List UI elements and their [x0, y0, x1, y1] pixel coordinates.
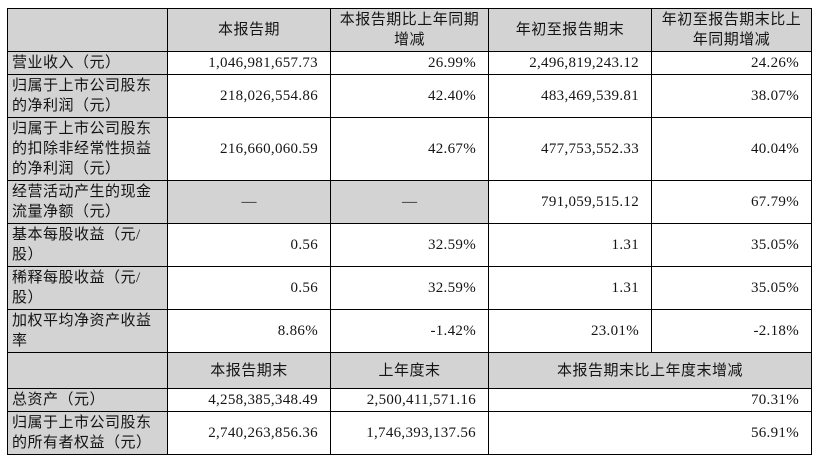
row-label: 经营活动产生的现金流量净额（元）	[7, 180, 168, 224]
cell-value: 32.59%	[330, 266, 489, 310]
cell-value: 42.67%	[330, 117, 489, 181]
table-row-net-profit-excl-nonrecurring: 归属于上市公司股东的扣除非经常性损益的净利润（元） 216,660,060.59…	[7, 117, 812, 181]
cell-value: 1,046,981,657.73	[167, 51, 331, 75]
cell-value: 216,660,060.59	[167, 117, 331, 181]
section2-header-row: 本报告期末 上年度末 本报告期末比上年度末增减	[7, 352, 812, 389]
table-row-net-profit: 归属于上市公司股东的净利润（元） 218,026,554.86 42.40% 4…	[7, 74, 812, 118]
cell-value: 0.56	[167, 223, 331, 267]
cell-value: 218,026,554.86	[167, 74, 331, 118]
corner-cell	[7, 8, 168, 52]
cell-value: 4,258,385,348.49	[167, 388, 331, 412]
cell-value: -2.18%	[651, 309, 812, 353]
cell-value: 0.56	[167, 266, 331, 310]
header-end-of-period: 本报告期末	[167, 352, 331, 389]
cell-value: 1,746,393,137.56	[330, 411, 489, 455]
cell-value: 35.05%	[651, 266, 812, 310]
header-end-of-last-year: 上年度末	[330, 352, 489, 389]
row-label: 加权平均净资产收益率	[7, 309, 168, 353]
cell-value: 2,500,411,571.16	[330, 388, 489, 412]
table-row-operating-cash-flow: 经营活动产生的现金流量净额（元） — — 791,059,515.12 67.7…	[7, 180, 812, 224]
row-label: 归属于上市公司股东的净利润（元）	[7, 74, 168, 118]
table-row-basic-eps: 基本每股收益（元/股） 0.56 32.59% 1.31 35.05%	[7, 223, 812, 267]
table-row-owners-equity: 归属于上市公司股东的所有者权益（元） 2,740,263,856.36 1,74…	[7, 411, 812, 455]
row-label: 归属于上市公司股东的所有者权益（元）	[7, 411, 168, 455]
header-year-to-date: 年初至报告期末	[488, 8, 652, 52]
header-current-period: 本报告期	[167, 8, 331, 52]
cell-value: 42.40%	[330, 74, 489, 118]
cell-value: 26.99%	[330, 51, 489, 75]
cell-value: 1.31	[488, 223, 652, 267]
table-row-weighted-avg-roe: 加权平均净资产收益率 8.86% -1.42% 23.01% -2.18%	[7, 309, 812, 353]
cell-value: 40.04%	[651, 117, 812, 181]
table-row-diluted-eps: 稀释每股收益（元/股） 0.56 32.59% 1.31 35.05%	[7, 266, 812, 310]
cell-value: 2,496,819,243.12	[488, 51, 652, 75]
cell-value: 2,740,263,856.36	[167, 411, 331, 455]
cell-value: 483,469,539.81	[488, 74, 652, 118]
cell-value: 56.91%	[488, 411, 812, 455]
cell-value-empty: —	[330, 180, 489, 224]
cell-value: -1.42%	[330, 309, 489, 353]
financial-summary-table: 本报告期 本报告期比上年同期增减 年初至报告期末 年初至报告期末比上年同期增减 …	[7, 8, 812, 455]
cell-value: 38.07%	[651, 74, 812, 118]
row-label: 稀释每股收益（元/股）	[7, 266, 168, 310]
cell-value: 67.79%	[651, 180, 812, 224]
corner-cell	[7, 352, 168, 389]
row-label: 营业收入（元）	[7, 51, 168, 75]
header-change-vs-last-year-end: 本报告期末比上年度末增减	[488, 352, 812, 389]
header-year-to-date-yoy-change: 年初至报告期末比上年同期增减	[651, 8, 812, 52]
cell-value: 24.26%	[651, 51, 812, 75]
cell-value: 8.86%	[167, 309, 331, 353]
table-row-revenue: 营业收入（元） 1,046,981,657.73 26.99% 2,496,81…	[7, 51, 812, 75]
header-current-period-yoy-change: 本报告期比上年同期增减	[330, 8, 489, 52]
cell-value: 477,753,552.33	[488, 117, 652, 181]
section1-header-row: 本报告期 本报告期比上年同期增减 年初至报告期末 年初至报告期末比上年同期增减	[7, 8, 812, 52]
cell-value: 791,059,515.12	[488, 180, 652, 224]
row-label: 归属于上市公司股东的扣除非经常性损益的净利润（元）	[7, 117, 168, 181]
cell-value: 32.59%	[330, 223, 489, 267]
cell-value: 70.31%	[488, 388, 812, 412]
cell-value: 1.31	[488, 266, 652, 310]
row-label: 总资产（元）	[7, 388, 168, 412]
table-row-total-assets: 总资产（元） 4,258,385,348.49 2,500,411,571.16…	[7, 388, 812, 412]
cell-value: 35.05%	[651, 223, 812, 267]
cell-value: 23.01%	[488, 309, 652, 353]
row-label: 基本每股收益（元/股）	[7, 223, 168, 267]
cell-value-empty: —	[167, 180, 331, 224]
